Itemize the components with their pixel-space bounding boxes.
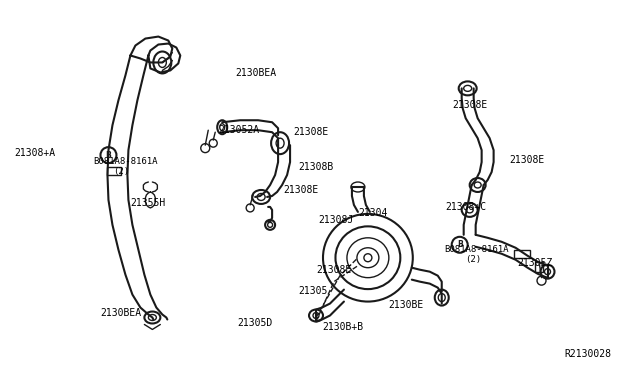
Text: 2130BEA: 2130BEA [235,68,276,78]
Text: 2130BEA: 2130BEA [100,308,141,318]
Text: 21308E: 21308E [283,185,318,195]
Bar [513,250,529,258]
Text: B081A8-8161A: B081A8-8161A [445,245,509,254]
Bar [108,167,122,175]
Text: 2130B+B: 2130B+B [322,323,363,333]
Text: 21305Z: 21305Z [518,258,553,268]
Text: 21308E: 21308E [293,127,328,137]
Text: B: B [457,240,463,249]
Text: 21305: 21305 [298,286,328,296]
Text: 21308E: 21308E [452,100,488,110]
Text: 21308E: 21308E [509,155,545,165]
Text: 21304: 21304 [358,208,387,218]
Text: B081A8-8161A: B081A8-8161A [93,157,158,166]
Text: 21305D: 21305D [237,318,273,327]
Text: 21308E: 21308E [316,265,351,275]
Text: 21308B: 21308B [298,162,333,172]
Text: 21308J: 21308J [318,215,353,225]
Bar [534,262,543,272]
Text: (2): (2) [113,167,129,176]
Text: 2130BE: 2130BE [388,299,423,310]
Text: B: B [106,151,111,160]
Text: 213052A: 213052A [218,125,259,135]
Text: 21355H: 21355H [131,198,166,208]
Text: 21308+C: 21308+C [445,202,487,212]
Text: (2): (2) [465,255,481,264]
Text: 21308+A: 21308+A [15,148,56,158]
Text: R2130028: R2130028 [564,349,611,359]
